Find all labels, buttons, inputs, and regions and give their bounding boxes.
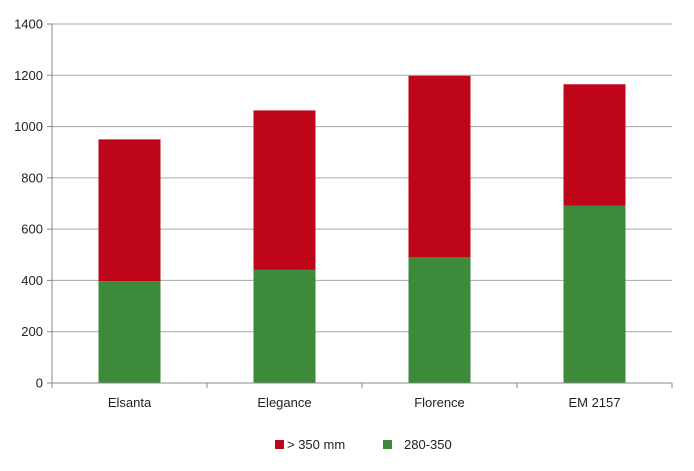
bar-lower-elsanta [98, 281, 161, 383]
x-tick-label: Elegance [257, 395, 311, 410]
bar-upper-em-2157 [563, 84, 626, 206]
y-tick-label: 600 [21, 222, 43, 237]
bars [98, 75, 626, 383]
legend-swatch [383, 440, 392, 449]
bar-upper-elsanta [98, 139, 161, 282]
x-tick-label: EM 2157 [568, 395, 620, 410]
y-tick-label: 800 [21, 170, 43, 185]
y-tick-label: 0 [36, 376, 43, 391]
bar-lower-florence [408, 257, 471, 383]
legend-swatch [275, 440, 284, 449]
y-tick-label: 1400 [14, 17, 43, 32]
y-tick-label: 400 [21, 273, 43, 288]
legend: > 350 mm 280-350 [275, 437, 452, 452]
legend-label: > 350 mm [287, 437, 345, 452]
bar-upper-florence [408, 75, 471, 258]
bar-lower-elegance [253, 269, 316, 383]
bar-lower-em-2157 [563, 205, 626, 383]
y-tick-label: 200 [21, 324, 43, 339]
axes: 0 200 400 600 800 1000 1200 1400 Elsanta Elegance… [14, 17, 673, 410]
x-tick-label: Elsanta [108, 395, 152, 410]
y-tick-label: 1000 [14, 119, 43, 134]
legend-label: 280-350 [404, 437, 452, 452]
y-tick-label: 1200 [14, 68, 43, 83]
bar-upper-elegance [253, 110, 316, 270]
x-tick-label: Florence [414, 395, 465, 410]
